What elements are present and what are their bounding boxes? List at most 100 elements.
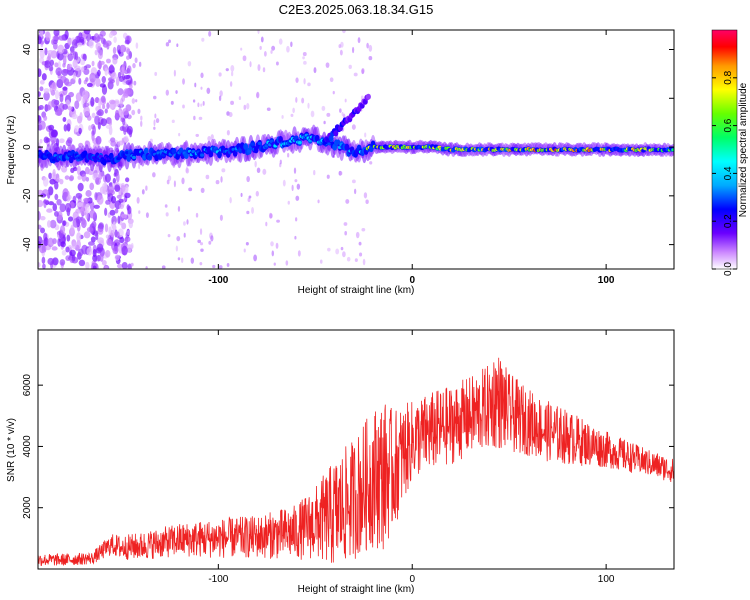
heatmap-cell	[76, 239, 81, 250]
heatmap-cell	[225, 68, 229, 72]
heatmap-cell	[323, 120, 326, 125]
heatmap-cell	[348, 64, 352, 69]
heatmap-cell	[138, 162, 141, 170]
heatmap-cell	[245, 242, 249, 246]
heatmap-cell	[181, 177, 185, 185]
heatmap-cell	[93, 204, 100, 209]
heatmap-cell	[131, 155, 136, 160]
colorbar-label: Normalized spectral amplitude	[738, 82, 749, 217]
heatmap-cell	[50, 98, 58, 108]
heatmap-cell	[41, 61, 46, 66]
heatmap-cell	[112, 46, 117, 55]
heatmap-cell	[56, 177, 61, 182]
heatmap-cell	[123, 197, 127, 201]
heatmap-cell	[107, 184, 115, 194]
heatmap-cell	[124, 39, 130, 45]
heatmap-cell	[75, 216, 82, 224]
heatmap-cell	[257, 64, 261, 71]
heatmap-cell	[68, 156, 74, 164]
heatmap-cell	[62, 86, 68, 91]
heatmap-cell	[41, 256, 46, 264]
heatmap-cell	[171, 119, 175, 123]
heatmap-cell	[96, 243, 104, 252]
heatmap-cell	[317, 199, 320, 204]
heatmap-cell	[295, 195, 300, 201]
heatmap-cell	[104, 108, 108, 114]
heatmap-cell	[279, 159, 282, 165]
heatmap-cell	[256, 92, 259, 98]
heatmap-cell	[154, 113, 157, 119]
heatmap-cell	[218, 72, 222, 77]
heatmap-cell	[200, 86, 203, 90]
heatmap-cell	[80, 66, 85, 73]
heatmap-cell	[83, 106, 90, 117]
heatmap-cell	[83, 197, 91, 203]
snr-frame	[37, 329, 675, 570]
heatmap-cell	[165, 212, 169, 217]
heatmap-cell	[297, 250, 301, 257]
heatmap-cell	[43, 91, 50, 101]
heatmap-cell	[307, 102, 310, 109]
heatmap-cell	[344, 143, 350, 151]
heatmap-cell	[229, 197, 232, 204]
heatmap-cell	[62, 188, 69, 198]
heatmap-cell	[208, 30, 212, 37]
heatmap-cell	[164, 204, 168, 208]
heatmap-cell	[186, 219, 189, 225]
heatmap-cell	[89, 201, 95, 211]
heatmap-cell	[340, 246, 344, 251]
x-tick-label: 100	[598, 574, 615, 585]
heatmap-cell	[352, 46, 355, 54]
heatmap-cell	[101, 76, 106, 84]
heatmap-cell	[38, 91, 41, 97]
heatmap-cell	[167, 234, 171, 238]
heatmap-cell	[91, 60, 95, 67]
heatmap-cell	[325, 62, 330, 68]
heatmap-cell	[97, 194, 104, 205]
heatmap-cell	[297, 140, 302, 145]
heatmap-cell	[197, 102, 200, 108]
heatmap-cell	[40, 227, 46, 234]
heatmap-cell	[62, 103, 69, 110]
heatmap-cell	[42, 177, 49, 187]
heatmap-cell	[290, 113, 294, 118]
heatmap-cell	[114, 208, 119, 214]
y-tick-label: -20	[22, 188, 33, 203]
heatmap-cell	[59, 203, 66, 213]
heatmap-cell	[275, 242, 279, 249]
heatmap-cell	[39, 120, 46, 130]
y-tick-label: 40	[22, 44, 33, 56]
heatmap-cell	[94, 192, 98, 201]
heatmap-cell	[98, 222, 105, 230]
heatmap-cell	[69, 175, 75, 181]
heatmap-cell	[140, 120, 143, 127]
heatmap-cell	[302, 51, 307, 57]
heatmap-cell	[165, 42, 170, 47]
heatmap-cell	[89, 209, 96, 219]
heatmap-cell	[354, 188, 357, 195]
heatmap-cell	[215, 180, 220, 185]
heatmap-cell	[338, 44, 342, 49]
heatmap-cell	[64, 30, 69, 40]
heatmap-cell	[138, 61, 142, 67]
heatmap-cell	[219, 90, 223, 97]
heatmap-cell	[193, 115, 196, 121]
heatmap-cell	[153, 126, 156, 130]
heatmap-cell	[307, 82, 311, 87]
heatmap-cell	[364, 132, 367, 138]
heatmap-cell	[250, 142, 255, 146]
y-tick-label: -40	[22, 237, 33, 252]
heatmap-cell	[199, 242, 204, 246]
heatmap-cell	[51, 158, 56, 162]
heatmap-cell	[112, 57, 118, 65]
heatmap-cell	[290, 41, 293, 48]
heatmap-cell	[339, 108, 342, 113]
heatmap-cell	[38, 262, 41, 268]
heatmap-cell	[78, 259, 86, 267]
heatmap-cell	[67, 53, 74, 62]
heatmap-cell	[247, 149, 252, 153]
heatmap-cell	[326, 112, 331, 117]
snr-ylabel: SNR (10 * v/v)	[6, 418, 17, 482]
heatmap-cell	[83, 30, 91, 35]
heatmap-cell	[285, 260, 289, 266]
